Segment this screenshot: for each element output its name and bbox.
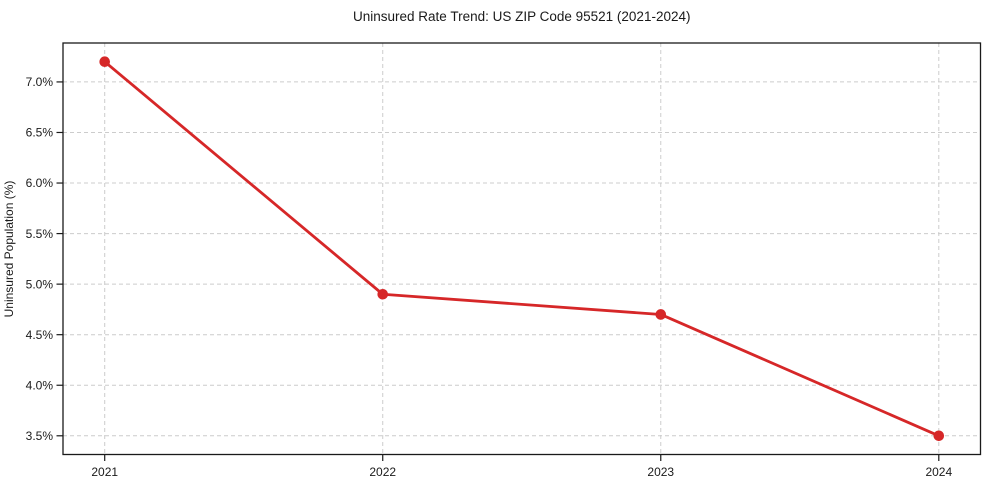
- data-point-2021: [99, 56, 111, 68]
- y-tick-label: 6.5%: [26, 126, 54, 140]
- ticks-group: 3.5% 4.0% 4.5% 5.0% 5.5% 6.0% 6.5% 7.0% 2021 2022…: [26, 75, 953, 479]
- y-tick-label: 5.0%: [26, 277, 54, 291]
- data-point-2022: [377, 288, 389, 300]
- plot-frame: [62, 42, 982, 456]
- y-axis-label: Uninsured Population (%): [2, 181, 16, 318]
- x-tick-label: 2023: [647, 465, 674, 479]
- x-tick-label: 2021: [91, 465, 118, 479]
- y-tick-label: 4.5%: [26, 328, 54, 342]
- trend-line: [103, 60, 941, 438]
- data-series-group: [99, 56, 945, 442]
- y-tick-label: 5.5%: [26, 227, 54, 241]
- y-tick-label: 7.0%: [26, 75, 54, 89]
- chart-title: Uninsured Rate Trend: US ZIP Code 95521 …: [353, 9, 690, 24]
- y-tick-label: 3.5%: [26, 429, 54, 443]
- data-point-2024: [933, 430, 945, 442]
- data-point-2023: [655, 309, 667, 320]
- x-tick-label: 2024: [925, 465, 952, 479]
- gridlines-group: [63, 43, 981, 455]
- x-tick-label: 2022: [369, 465, 396, 479]
- y-tick-label: 4.0%: [26, 378, 54, 392]
- y-tick-label: 6.0%: [26, 176, 54, 190]
- plot-frame-group: [62, 42, 982, 456]
